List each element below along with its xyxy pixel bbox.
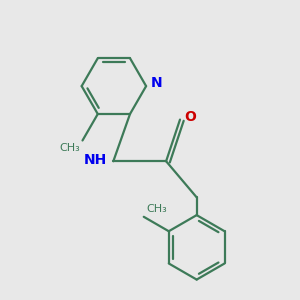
Text: N: N <box>151 76 162 90</box>
Text: O: O <box>184 110 196 124</box>
Text: CH₃: CH₃ <box>146 204 167 214</box>
Text: CH₃: CH₃ <box>59 143 80 153</box>
Text: NH: NH <box>83 153 107 167</box>
